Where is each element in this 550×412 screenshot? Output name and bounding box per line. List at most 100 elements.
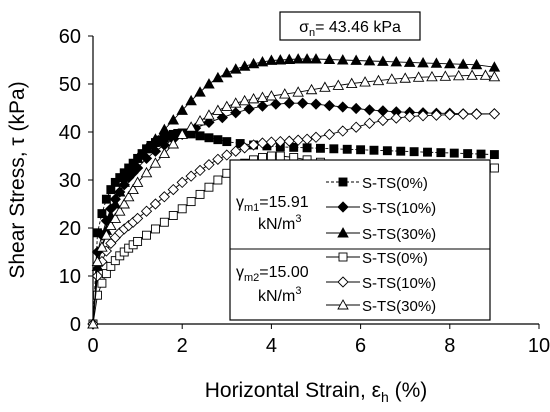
data-point [168, 211, 178, 220]
data-point [301, 53, 313, 64]
data-point [247, 92, 260, 104]
data-point [131, 152, 144, 163]
data-point [275, 151, 285, 161]
data-point [167, 183, 179, 196]
data-point [216, 111, 228, 124]
data-point [185, 170, 197, 182]
data-point [430, 109, 443, 121]
legend-entry-5: S-TS(10%) [326, 275, 436, 292]
data-point [93, 290, 102, 300]
data-point [345, 77, 358, 88]
legend-label: S-TS(10%) [362, 200, 436, 217]
data-point [101, 269, 111, 279]
data-point [337, 125, 349, 137]
data-point [350, 102, 362, 115]
data-point [403, 56, 416, 67]
data-point [265, 54, 278, 65]
data-point [149, 198, 162, 210]
data-point [386, 73, 398, 84]
data-point [185, 121, 197, 132]
data-point [176, 176, 188, 189]
data-point [186, 197, 196, 207]
data-point [489, 150, 499, 160]
data-point [350, 54, 362, 65]
data-point [212, 153, 224, 165]
data-point [256, 91, 269, 102]
data-point [336, 54, 349, 65]
data-point [489, 163, 499, 173]
data-point [256, 100, 269, 112]
data-point [452, 69, 465, 81]
data-point [274, 54, 287, 65]
data-point [195, 189, 205, 199]
data-point [310, 98, 322, 110]
data-point [150, 224, 160, 234]
data-point [404, 111, 416, 123]
data-point [363, 117, 376, 129]
data-point [470, 58, 483, 70]
data-point [212, 71, 224, 83]
x-axis-title: Horizontal Strain, εh (%) [205, 379, 428, 405]
data-point [142, 230, 151, 240]
series-layer [87, 53, 501, 330]
data-point [167, 138, 180, 149]
data-point [113, 205, 126, 216]
data-point [229, 63, 242, 74]
legend-label: S-TS(10%) [362, 275, 436, 292]
data-point [296, 97, 309, 109]
data-point [203, 78, 215, 89]
data-point [372, 74, 385, 86]
y-tick-label: 0 [70, 314, 81, 336]
data-point [283, 53, 296, 64]
data-point [213, 175, 223, 185]
data-point [140, 152, 153, 165]
series-6 [87, 69, 501, 329]
data-point [417, 110, 429, 122]
data-point [109, 212, 122, 223]
data-point [292, 134, 304, 146]
data-point [457, 58, 469, 69]
data-point [106, 261, 116, 271]
x-axis-title-sub: h [381, 389, 389, 405]
data-point [399, 72, 411, 83]
data-point [97, 209, 107, 219]
data-point [195, 131, 205, 141]
data-point [185, 94, 197, 106]
y-tick-label: 60 [59, 26, 81, 48]
data-point [310, 131, 322, 143]
data-point [91, 255, 104, 267]
data-point [279, 88, 291, 99]
legend-marker [338, 252, 348, 262]
y-tick-label: 50 [59, 74, 81, 96]
data-point [316, 143, 325, 153]
data-point [466, 69, 478, 80]
legend-entry-6: S-TS(30%) [326, 298, 436, 315]
legend-marker [337, 276, 349, 288]
data-point [194, 164, 206, 177]
data-point [176, 128, 188, 139]
data-point [131, 212, 144, 225]
data-point [270, 98, 282, 110]
chart-title: σn= 43.46 kPa [299, 19, 401, 39]
data-point [350, 121, 362, 133]
data-point [203, 116, 215, 129]
data-point [97, 278, 107, 288]
data-point [243, 103, 255, 115]
data-point [265, 90, 278, 101]
legend-group-1-unit: kN/m3 [258, 213, 301, 233]
legend-entry-3: S-TS(30%) [326, 226, 436, 243]
y-tick-label: 10 [59, 266, 81, 288]
title-box: σn= 43.46 kPa [279, 11, 421, 41]
data-point [283, 135, 295, 147]
series-3 [87, 53, 501, 329]
data-point [87, 318, 99, 329]
y-tick-label: 40 [59, 122, 81, 144]
data-point [457, 108, 469, 120]
data-point [377, 114, 389, 127]
data-point [109, 198, 122, 209]
data-point [476, 149, 486, 159]
x-tick-label: 4 [266, 335, 277, 357]
data-point [426, 70, 438, 82]
x-tick-label: 2 [177, 335, 188, 357]
